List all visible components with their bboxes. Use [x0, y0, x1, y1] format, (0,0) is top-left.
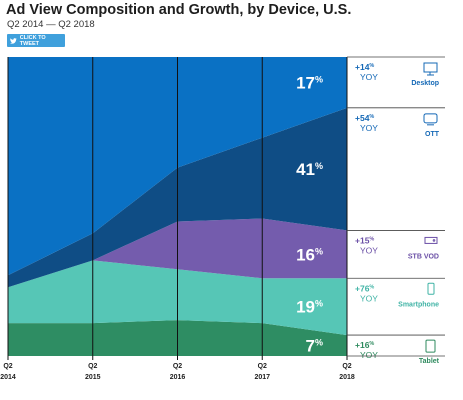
legend-row-tablet: +16%YOY Tablet: [355, 339, 440, 365]
click-to-tweet-button[interactable]: CLICK TO TWEET: [7, 34, 65, 47]
x-tick-label: Q2 2018: [339, 363, 355, 381]
tablet-icon: [425, 339, 436, 353]
end-label-stb-vod: 16%: [296, 245, 323, 264]
twitter-bird-icon: [10, 37, 17, 44]
chart-subtitle: Q2 2014 — Q2 2018: [7, 19, 95, 30]
x-tick-label: Q2 2015: [85, 363, 101, 381]
legend-growth-tablet: +16%: [355, 340, 374, 350]
legend-yoy-ott: YOY: [360, 123, 378, 133]
legend-growth-stb-vod: +15%: [355, 235, 374, 245]
set-top-box-icon: [424, 236, 438, 244]
end-label-tablet: 7%: [306, 337, 323, 356]
end-label-smartphone: 19%: [296, 298, 323, 317]
ott-tv-icon: [423, 113, 438, 126]
legend-yoy-desktop: YOY: [360, 72, 378, 82]
x-tick-label: Q2 2017: [254, 363, 270, 381]
chart-title: Ad View Composition and Growth, by Devic…: [6, 2, 352, 18]
legend-growth-smartphone: +76%: [355, 283, 374, 293]
legend-row-desktop: +14%YOY Desktop: [355, 62, 439, 87]
legend-growth-ott: +54%: [355, 113, 374, 123]
legend-row-smartphone: +76%YOY Smartphone: [355, 282, 439, 308]
smartphone-icon: [427, 282, 435, 295]
legend-yoy-smartphone: YOY: [360, 293, 378, 303]
legend-row-ott: +54%YOY OTT: [355, 113, 440, 138]
legend-device-stb-vod: STB VOD: [408, 253, 439, 260]
legend-device-tablet: Tablet: [419, 358, 440, 365]
legend-row-stb-vod: +15%YOY STB VOD: [355, 235, 439, 260]
end-label-ott: 41%: [296, 160, 323, 179]
legend-device-ott: OTT: [425, 131, 440, 138]
legend-device-smartphone: Smartphone: [398, 301, 439, 308]
x-tick-label: Q2 2016: [170, 363, 186, 381]
legend-yoy-stb-vod: YOY: [360, 245, 378, 255]
legend-yoy-tablet: YOY: [360, 350, 378, 360]
desktop-monitor-icon: [423, 62, 438, 76]
click-to-tweet-label: CLICK TO TWEET: [19, 34, 46, 47]
legend-growth-desktop: +14%: [355, 62, 374, 72]
legend-device-desktop: Desktop: [411, 80, 439, 87]
end-label-desktop: 17%: [296, 73, 323, 92]
x-tick-label: Q2 2014: [0, 363, 16, 381]
